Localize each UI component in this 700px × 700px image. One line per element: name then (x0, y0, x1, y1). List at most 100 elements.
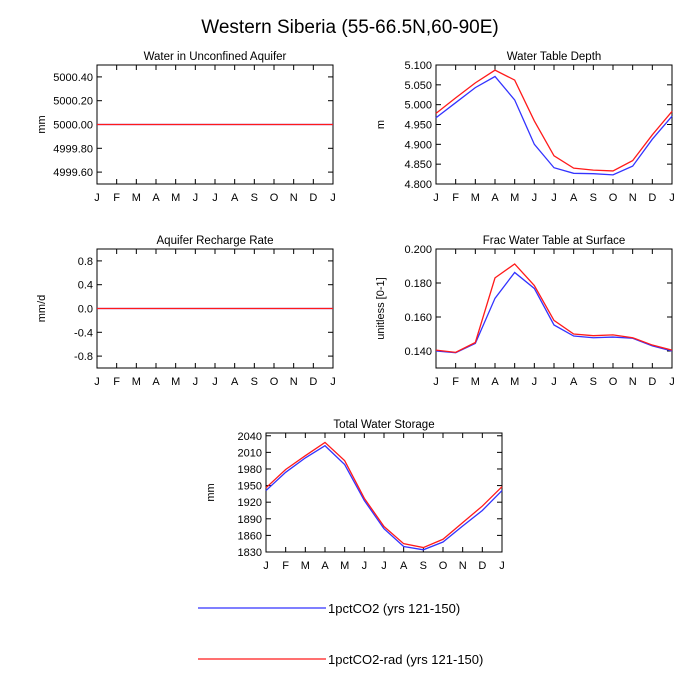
legend-item: 1pctCO2 (yrs 121-150) (198, 601, 460, 616)
panel-title: Water Table Depth (507, 51, 602, 63)
x-tick-label: J (193, 376, 199, 388)
x-tick-label: J (212, 376, 218, 388)
y-tick-label: 5000.40 (53, 72, 93, 84)
x-tick-label: S (420, 560, 427, 572)
x-tick-label: J (263, 560, 269, 572)
x-tick-label: F (452, 192, 459, 204)
x-tick-label: D (648, 192, 656, 204)
figure-title: Western Siberia (55-66.5N,60-90E) (201, 17, 498, 38)
x-tick-label: M (301, 560, 310, 572)
y-tick-label: 1980 (238, 464, 262, 476)
x-tick-label: D (648, 376, 656, 388)
x-tick-label: J (94, 192, 100, 204)
y-tick-label: -0.8 (74, 351, 93, 363)
y-tick-label: 1950 (238, 481, 262, 493)
x-tick-label: M (132, 192, 141, 204)
legend: 1pctCO2 (yrs 121-150) 1pctCO2-rad (yrs 12… (198, 601, 483, 667)
x-tick-label: J (551, 376, 557, 388)
y-axis-label: mm (205, 483, 217, 501)
y-tick-label: 2040 (238, 431, 262, 443)
x-tick-label: J (532, 192, 538, 204)
y-tick-label: 0.200 (404, 244, 432, 256)
x-tick-label: F (282, 560, 289, 572)
x-tick-label: A (400, 560, 408, 572)
series-line-red (265, 441, 503, 549)
legend-label: 1pctCO2-rad (yrs 121-150) (328, 652, 483, 667)
x-tick-label: D (309, 376, 317, 388)
plot-frame (435, 64, 673, 185)
x-tick-label: D (309, 192, 317, 204)
y-axis-label: mm (36, 115, 48, 133)
x-tick-label: A (231, 376, 239, 388)
y-axis-label: mm/d (36, 295, 48, 323)
x-tick-label: J (330, 192, 336, 204)
x-tick-label: J (193, 192, 199, 204)
x-tick-label: M (132, 376, 141, 388)
x-tick-label: M (171, 376, 180, 388)
y-tick-label: 0.140 (404, 346, 432, 358)
x-tick-label: S (251, 376, 258, 388)
y-tick-label: 0.160 (404, 312, 432, 324)
x-tick-label: S (590, 376, 597, 388)
x-tick-label: O (270, 376, 279, 388)
series-line-blue (265, 444, 503, 551)
y-tick-label: 5.050 (404, 80, 432, 92)
x-tick-label: M (171, 192, 180, 204)
y-tick-label: 4999.60 (53, 167, 93, 179)
y-tick-label: 5.000 (404, 100, 432, 112)
panel-title: Aquifer Recharge Rate (157, 235, 274, 247)
x-tick-label: N (290, 192, 298, 204)
panel-title: Water in Unconfined Aquifer (144, 51, 287, 63)
y-tick-label: 2010 (238, 447, 262, 459)
series-line-blue (435, 75, 673, 176)
x-tick-label: O (609, 192, 618, 204)
x-tick-label: M (340, 560, 349, 572)
x-tick-label: M (510, 192, 519, 204)
x-tick-label: A (152, 376, 160, 388)
y-axis-label: m (375, 120, 387, 129)
series-line-blue (435, 271, 673, 354)
x-tick-label: N (290, 376, 298, 388)
x-tick-label: A (231, 192, 239, 204)
y-tick-label: 1920 (238, 497, 262, 509)
x-tick-label: A (570, 192, 578, 204)
x-tick-label: A (570, 376, 578, 388)
x-tick-label: O (439, 560, 448, 572)
y-tick-label: 0.8 (78, 256, 93, 268)
y-tick-label: 1860 (238, 530, 262, 542)
x-tick-label: N (629, 192, 637, 204)
y-tick-label: 1890 (238, 514, 262, 526)
x-tick-label: S (590, 192, 597, 204)
x-tick-label: F (113, 192, 120, 204)
x-tick-label: A (321, 560, 329, 572)
y-tick-label: 5.100 (404, 60, 432, 72)
panel-title: Frac Water Table at Surface (483, 235, 626, 247)
legend-label: 1pctCO2 (yrs 121-150) (328, 601, 460, 616)
x-tick-label: F (113, 376, 120, 388)
y-tick-label: 0.4 (78, 280, 93, 292)
series-line-red (435, 69, 673, 172)
y-axis-label: unitless [0-1] (375, 277, 387, 339)
y-tick-label: 1830 (238, 547, 262, 559)
y-tick-label: 5000.20 (53, 96, 93, 108)
x-tick-label: D (478, 560, 486, 572)
plot-frame (265, 432, 503, 553)
x-tick-label: N (629, 376, 637, 388)
x-tick-label: J (212, 192, 218, 204)
x-tick-label: J (433, 192, 439, 204)
plot-frame (435, 248, 673, 369)
y-tick-label: 4.850 (404, 159, 432, 171)
x-tick-label: F (452, 376, 459, 388)
y-tick-label: 4.800 (404, 179, 432, 191)
x-tick-label: A (152, 192, 160, 204)
y-tick-label: 4.900 (404, 139, 432, 151)
x-tick-label: J (669, 192, 675, 204)
x-tick-label: J (433, 376, 439, 388)
